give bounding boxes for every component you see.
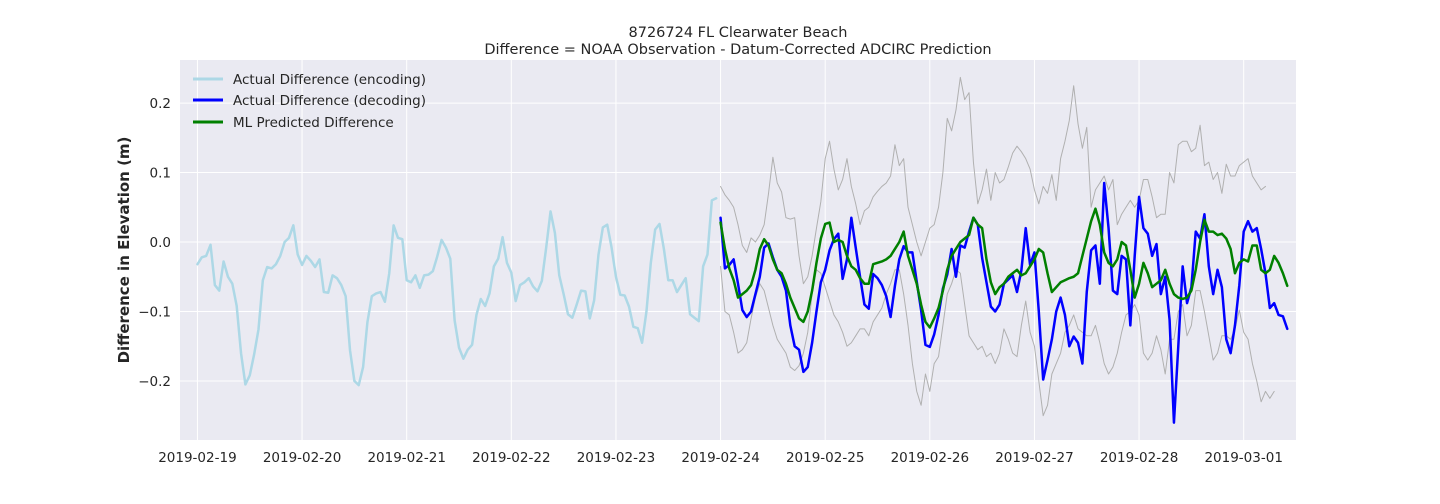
x-tick-label: 2019-02-22	[472, 450, 550, 466]
legend: Actual Difference (encoding) Actual Diff…	[193, 72, 426, 131]
y-tick-label: −0.1	[138, 304, 171, 320]
legend-label-predicted: ML Predicted Difference	[233, 115, 394, 131]
series-layer	[196, 76, 1289, 424]
y-gridlines	[180, 102, 1296, 382]
x-gridlines	[196, 60, 1245, 440]
x-tick-label: 2019-02-23	[577, 450, 655, 466]
x-tick-label: 2019-02-27	[995, 450, 1073, 466]
x-tick-label: 2019-02-20	[263, 450, 341, 466]
x-tick-label: 2019-02-28	[1100, 450, 1178, 466]
band-line-upper	[720, 76, 1266, 285]
legend-item-encoding: Actual Difference (encoding)	[193, 72, 426, 88]
x-tick-label: 2019-03-01	[1204, 450, 1282, 466]
y-axis-ticks: −0.2 −0.1 0.0 0.1 0.2	[138, 96, 171, 390]
legend-item-decoding: Actual Difference (decoding)	[193, 93, 426, 109]
x-tick-label: 2019-02-26	[891, 450, 969, 466]
y-tick-label: 0.1	[150, 166, 171, 182]
chart-title: 8726724 FL Clearwater Beach	[629, 25, 848, 41]
y-axis-label: Difference in Elevation (m)	[115, 137, 133, 364]
x-tick-label: 2019-02-21	[367, 450, 445, 466]
x-tick-label: 2019-02-25	[786, 450, 864, 466]
legend-label-decoding: Actual Difference (decoding)	[233, 93, 426, 109]
legend-item-predicted: ML Predicted Difference	[193, 115, 394, 131]
y-tick-label: 0.2	[150, 96, 171, 112]
y-tick-label: −0.2	[138, 374, 171, 390]
x-tick-label: 2019-02-19	[158, 450, 236, 466]
legend-label-encoding: Actual Difference (encoding)	[233, 72, 426, 88]
series-line-encoding	[196, 196, 718, 387]
x-tick-label: 2019-02-24	[681, 450, 759, 466]
x-axis-ticks: 2019-02-19 2019-02-20 2019-02-21 2019-02-22…	[158, 450, 1283, 466]
series-line-predicted	[719, 207, 1289, 329]
chart-subtitle: Difference = NOAA Observation - Datum-Co…	[484, 42, 991, 58]
y-tick-label: 0.0	[150, 235, 171, 251]
